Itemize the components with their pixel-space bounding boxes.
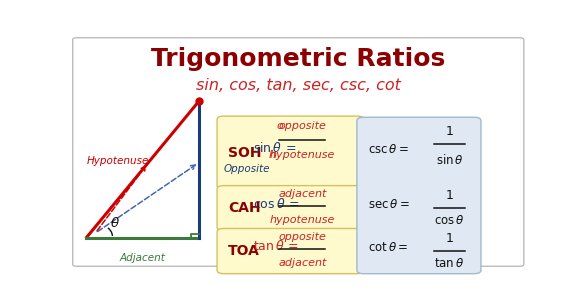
Text: hypotenuse: hypotenuse — [270, 215, 335, 225]
FancyBboxPatch shape — [217, 186, 364, 231]
Text: adjacent: adjacent — [279, 189, 327, 199]
Text: $1$: $1$ — [445, 189, 454, 202]
Text: adjacent: adjacent — [279, 258, 327, 268]
Text: $\cos\theta\,=$: $\cos\theta\,=$ — [253, 197, 300, 211]
Text: opposite: opposite — [279, 232, 327, 242]
Text: o: o — [276, 121, 283, 131]
Text: $\csc\theta=$: $\csc\theta=$ — [368, 143, 409, 156]
FancyBboxPatch shape — [73, 38, 524, 266]
Text: Opposite: Opposite — [224, 164, 271, 174]
Text: $\theta$: $\theta$ — [110, 216, 120, 230]
Text: opposite: opposite — [279, 121, 327, 131]
Text: h: h — [269, 150, 276, 160]
Text: sin, cos, tan, sec, csc, cot: sin, cos, tan, sec, csc, cot — [196, 78, 401, 93]
FancyBboxPatch shape — [357, 117, 481, 274]
Text: TOA: TOA — [228, 244, 260, 258]
Text: $\cot\theta=$: $\cot\theta=$ — [368, 241, 409, 254]
Text: Hypotenuse: Hypotenuse — [87, 156, 149, 166]
Text: $\sin\theta\,=$: $\sin\theta\,=$ — [253, 141, 296, 155]
Text: $1$: $1$ — [445, 232, 454, 245]
Text: SOH: SOH — [228, 146, 262, 160]
Text: Adjacent: Adjacent — [120, 253, 166, 263]
Text: $\sec\theta=$: $\sec\theta=$ — [368, 198, 410, 211]
Text: Trigonometric Ratios: Trigonometric Ratios — [151, 47, 445, 70]
FancyBboxPatch shape — [217, 228, 364, 274]
FancyBboxPatch shape — [217, 116, 364, 189]
Text: $\cos\theta$: $\cos\theta$ — [434, 214, 464, 228]
Text: hypotenuse: hypotenuse — [270, 150, 335, 160]
Text: $\tan\theta\,=$: $\tan\theta\,=$ — [253, 240, 299, 253]
Text: $\tan\theta$: $\tan\theta$ — [434, 257, 464, 270]
Text: CAH: CAH — [228, 201, 261, 215]
Text: $\sin\theta$: $\sin\theta$ — [435, 153, 463, 166]
Text: $1$: $1$ — [445, 125, 454, 138]
